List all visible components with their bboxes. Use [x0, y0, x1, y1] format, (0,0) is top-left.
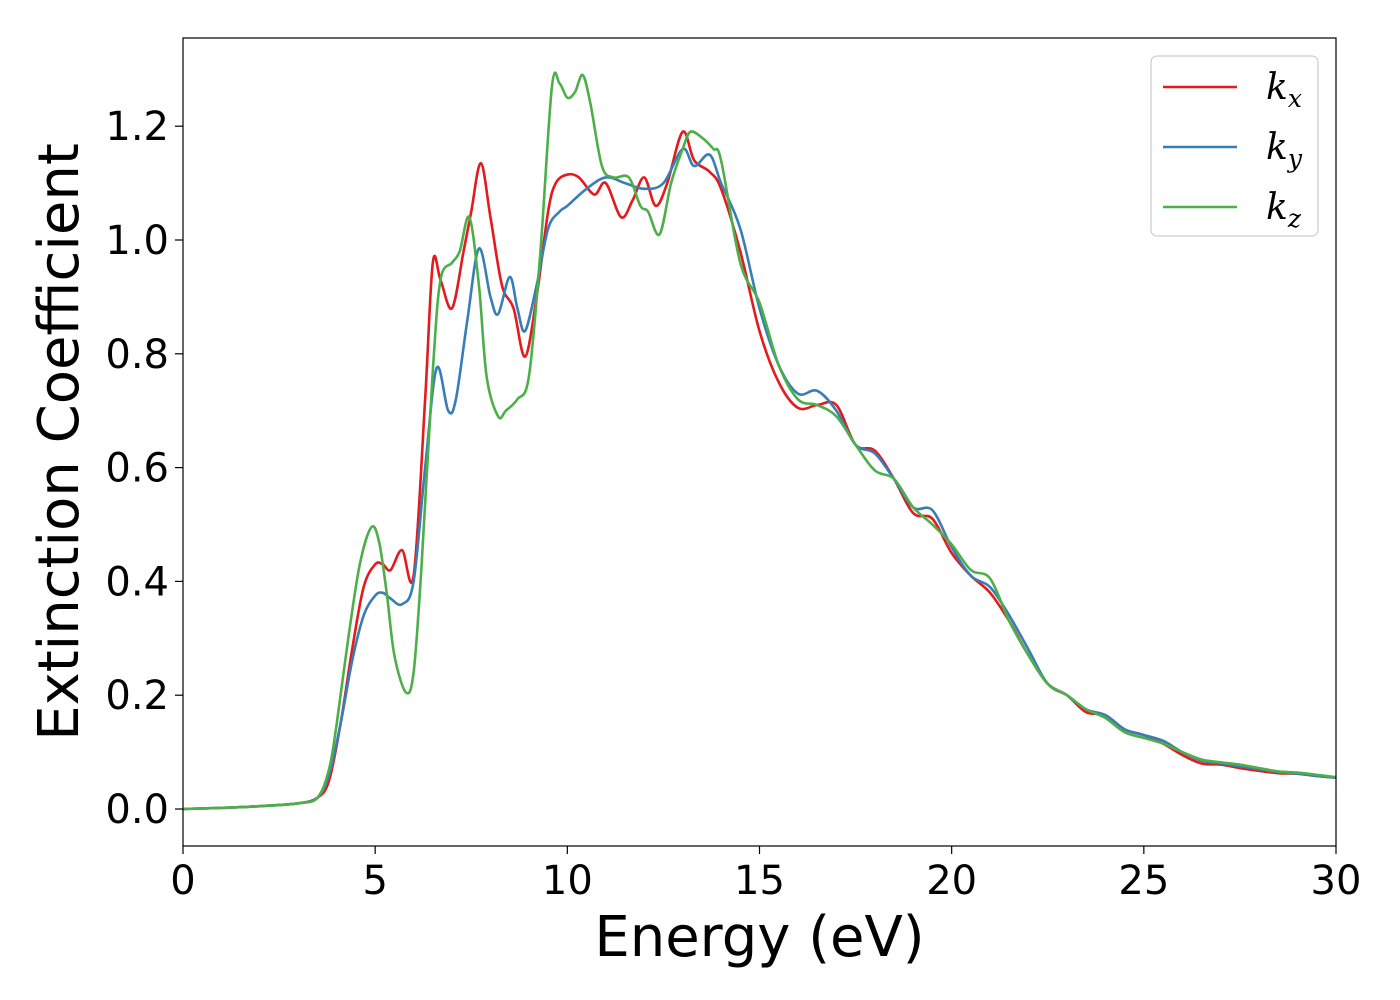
- y-tick-label: 1.0: [105, 218, 169, 264]
- x-tick-label: 30: [1311, 858, 1362, 904]
- x-tick-label: 20: [926, 858, 977, 904]
- x-tick-label: 10: [542, 858, 593, 904]
- y-tick-label: 0.4: [105, 559, 169, 605]
- x-tick-label: 5: [362, 858, 387, 904]
- legend-label-x: kx: [1266, 67, 1302, 113]
- y-axis-label: Extinction Coefficient: [27, 143, 92, 741]
- x-tick-label: 25: [1118, 858, 1169, 904]
- series-line-z: [183, 71, 1336, 811]
- legend-label-y: ky: [1266, 127, 1303, 173]
- y-tick-label: 0.6: [105, 446, 169, 492]
- y-tick-label: 0.0: [105, 787, 169, 833]
- legend: kx ky kz: [1150, 55, 1319, 237]
- y-tick-label: 0.2: [105, 673, 169, 719]
- x-axis-label: Energy (eV): [594, 905, 924, 970]
- x-axis-ticks: 0 5 10 15 20 25 30: [170, 846, 1361, 904]
- series-line-y: [183, 147, 1336, 811]
- legend-label-z: kz: [1266, 187, 1302, 233]
- x-tick-label: 0: [170, 858, 195, 904]
- y-tick-label: 1.2: [105, 104, 169, 150]
- x-tick-label: 15: [734, 858, 785, 904]
- y-axis-ticks: 0.0 0.2 0.4 0.6 0.8 1.0 1.2: [105, 104, 183, 833]
- y-tick-label: 0.8: [105, 332, 169, 378]
- plot-area: [183, 71, 1336, 811]
